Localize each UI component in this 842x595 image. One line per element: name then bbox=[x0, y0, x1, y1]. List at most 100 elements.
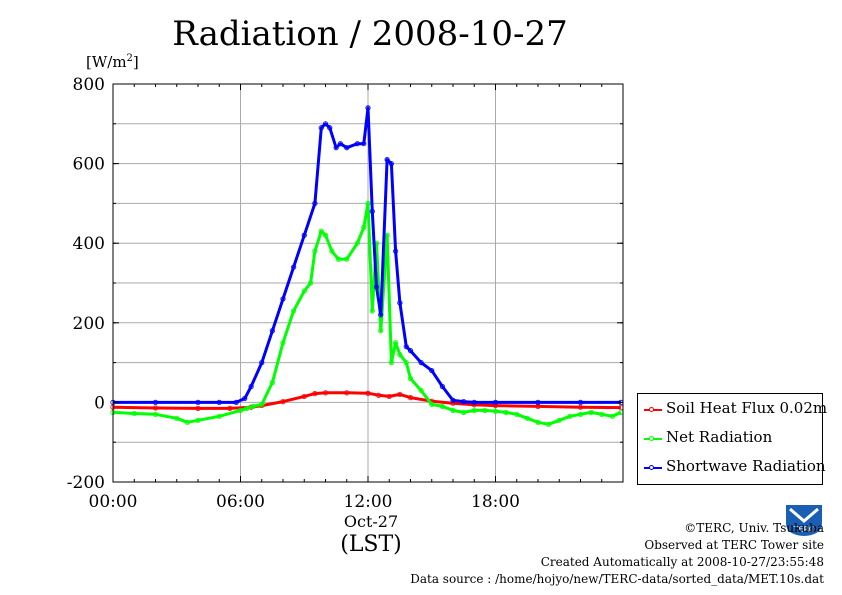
data-point bbox=[361, 141, 367, 147]
data-point bbox=[599, 411, 605, 417]
data-point bbox=[378, 328, 384, 334]
data-point bbox=[195, 405, 201, 411]
data-point bbox=[407, 395, 414, 401]
data-point bbox=[259, 401, 265, 407]
data-point bbox=[461, 409, 467, 415]
terc-logo: TERC bbox=[784, 503, 824, 537]
y-unit-close: ] bbox=[132, 53, 139, 71]
data-point bbox=[344, 145, 350, 151]
data-point bbox=[492, 408, 499, 414]
data-point bbox=[386, 393, 392, 400]
data-point bbox=[291, 264, 297, 270]
data-point bbox=[344, 256, 350, 262]
data-point bbox=[131, 410, 137, 417]
chart-title: Radiation / 2008-10-27 bbox=[172, 14, 568, 54]
x-axis-label: (LST) bbox=[340, 532, 402, 557]
data-point bbox=[242, 395, 248, 402]
data-point bbox=[492, 399, 499, 405]
data-point bbox=[609, 413, 615, 419]
data-point bbox=[244, 405, 250, 411]
data-point bbox=[397, 391, 403, 398]
data-point bbox=[384, 157, 390, 163]
x-tick-label: 00:00 bbox=[89, 492, 138, 512]
data-point bbox=[403, 344, 409, 350]
data-point bbox=[195, 399, 201, 405]
data-point bbox=[259, 359, 265, 366]
data-point bbox=[393, 248, 399, 254]
data-point bbox=[535, 419, 541, 425]
data-point bbox=[152, 405, 159, 411]
y-tick-label: -200 bbox=[67, 473, 105, 493]
logo-text: TERC bbox=[793, 525, 815, 534]
data-point bbox=[429, 367, 435, 374]
data-point bbox=[152, 411, 159, 417]
data-point bbox=[503, 409, 509, 415]
data-point bbox=[335, 256, 341, 262]
data-point bbox=[195, 417, 201, 423]
legend-label: Shortwave Radiation bbox=[666, 457, 826, 475]
data-point bbox=[152, 399, 159, 405]
data-point bbox=[301, 393, 307, 400]
data-point bbox=[322, 121, 329, 127]
series-line-0 bbox=[112, 391, 621, 410]
data-point bbox=[482, 407, 488, 413]
data-point bbox=[376, 392, 382, 398]
data-point bbox=[312, 200, 318, 206]
data-point bbox=[237, 407, 244, 413]
data-point bbox=[322, 232, 329, 238]
x-tick-label: 18:00 bbox=[471, 492, 520, 512]
data-point bbox=[461, 399, 467, 405]
data-point bbox=[388, 161, 394, 167]
data-point bbox=[337, 141, 343, 147]
data-point bbox=[388, 359, 394, 366]
data-point bbox=[524, 415, 530, 421]
data-point bbox=[327, 125, 333, 131]
x-tick-label: 06:00 bbox=[216, 492, 265, 512]
data-point bbox=[216, 413, 222, 419]
legend-label: Soil Heat Flux 0.02m bbox=[666, 399, 828, 417]
data-point bbox=[397, 352, 403, 358]
data-point bbox=[407, 348, 414, 354]
data-point bbox=[369, 208, 375, 214]
terc-logo-icon: TERC bbox=[786, 505, 822, 536]
data-point bbox=[397, 300, 403, 306]
data-point bbox=[373, 284, 380, 290]
legend-marker-net-radiation bbox=[649, 436, 654, 441]
y-tick-label: 800 bbox=[73, 75, 105, 95]
footer-source: Data source : /home/hojyo/new/TERC-data/… bbox=[410, 572, 824, 586]
legend-marker-shortwave-radiation bbox=[649, 465, 654, 470]
data-point bbox=[248, 383, 254, 390]
data-point bbox=[546, 421, 552, 427]
data-point bbox=[233, 399, 239, 405]
data-point bbox=[354, 240, 360, 246]
data-point bbox=[322, 390, 329, 396]
y-axis-unit-label: [W/m2] bbox=[86, 53, 139, 71]
data-point bbox=[567, 413, 573, 419]
footer-created: Created Automatically at 2008-10-27/23:5… bbox=[540, 555, 824, 569]
data-point bbox=[577, 399, 584, 405]
data-point bbox=[535, 403, 541, 409]
data-point bbox=[535, 399, 541, 405]
y-tick-label: 600 bbox=[73, 155, 105, 175]
data-point bbox=[393, 340, 399, 346]
data-point bbox=[407, 375, 414, 382]
data-point bbox=[577, 411, 584, 417]
series-layer bbox=[110, 105, 624, 427]
axis-ticks: -200 0 200 400 600 800 00:00 06:00 12:00 18:00 bbox=[67, 75, 624, 512]
data-point bbox=[280, 340, 286, 346]
data-point bbox=[329, 248, 335, 254]
data-point bbox=[450, 407, 456, 413]
data-point bbox=[312, 248, 318, 254]
data-point bbox=[354, 141, 360, 147]
data-point bbox=[301, 288, 307, 294]
footer-site: Observed at TERC Tower site bbox=[644, 538, 824, 552]
data-point bbox=[369, 308, 375, 314]
x-tick-label: 12:00 bbox=[344, 492, 393, 512]
data-point bbox=[174, 415, 180, 421]
data-point bbox=[227, 405, 233, 411]
legend: Soil Heat Flux 0.02m Net Radiation Short… bbox=[637, 393, 827, 485]
series-line-2 bbox=[113, 106, 621, 404]
data-point bbox=[450, 397, 456, 404]
data-point bbox=[184, 419, 190, 425]
